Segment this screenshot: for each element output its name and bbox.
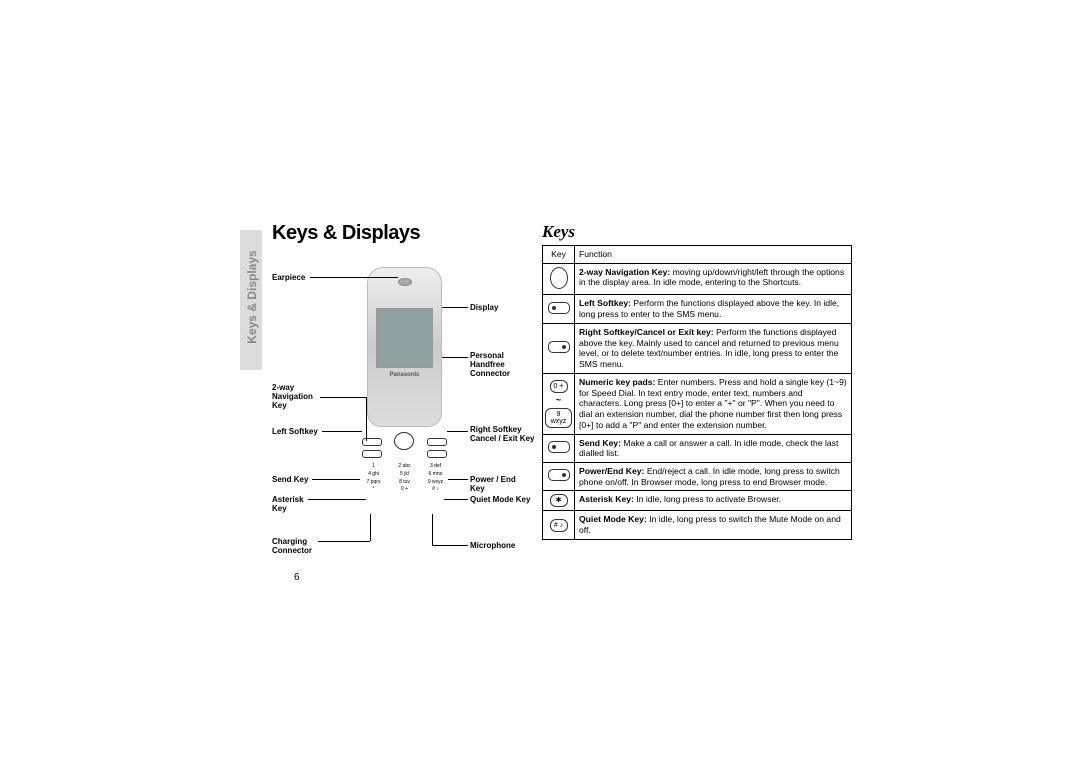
header-function: Function <box>575 246 852 264</box>
left-softkey-icon <box>548 302 570 314</box>
label-lsk: Left Softkey <box>272 427 318 436</box>
label-earpiece: Earpiece <box>272 273 305 282</box>
row-lsk-bold: Left Softkey: <box>579 298 631 308</box>
key-0: 0 + <box>393 487 416 493</box>
label-phf: Personal Handfree Connector <box>470 351 540 379</box>
send-outline <box>362 450 382 458</box>
key-8: 8 tuv <box>393 480 416 486</box>
nav-key-icon <box>550 267 568 289</box>
row-lsk: Left Softkey: Perform the functions disp… <box>543 295 852 323</box>
earpiece-hole <box>398 278 412 286</box>
lead-ast <box>308 499 366 500</box>
label-nav: 2-way Navigation Key <box>272 383 324 411</box>
phone-screen <box>376 308 433 368</box>
side-tab: Keys & Displays <box>240 230 262 370</box>
lead-rsk <box>447 431 468 432</box>
row-num-bold: Numeric key pads: <box>579 377 655 387</box>
num-key-icons: 0 + ~ 9 wxyz <box>545 380 572 428</box>
phone-brand: Panasonic <box>368 372 441 379</box>
power-key-icon <box>548 469 570 481</box>
softkey-left-outline <box>362 438 382 446</box>
label-send: Send Key <box>272 475 308 484</box>
keys-title: Keys <box>542 222 852 242</box>
row-rsk-bold: Right Softkey/Cancel or Exit key: <box>579 327 714 337</box>
lead-quiet <box>444 499 468 500</box>
label-ast: Asterisk Key <box>272 495 312 513</box>
lead-mic-v <box>432 514 433 545</box>
keypad-grid: 1 2 abc 3 def 4 ghi 5 jkl 6 mno 7 pqrs 8… <box>362 464 447 493</box>
lead-mic <box>432 545 468 546</box>
key-1: 1 <box>362 464 385 470</box>
key-2: 2 abc <box>393 464 416 470</box>
row-nav-bold: 2-way Navigation Key: <box>579 267 670 277</box>
keypad-outline: 1 2 abc 3 def 4 ghi 5 jkl 6 mno 7 pqrs 8… <box>362 434 447 493</box>
page-number: 6 <box>294 572 300 583</box>
row-rsk: Right Softkey/Cancel or Exit key: Perfor… <box>543 323 852 373</box>
lead-charge <box>318 541 370 542</box>
key-3: 3 def <box>424 464 447 470</box>
page-title: Keys & Displays <box>272 222 532 245</box>
lead-power <box>448 479 468 480</box>
label-charge: Charging Connector <box>272 537 322 555</box>
side-tab-label: Keys & Displays <box>245 227 259 367</box>
row-nav: 2-way Navigation Key: moving up/down/rig… <box>543 263 852 295</box>
label-mic: Microphone <box>470 541 515 550</box>
label-rsk: Right Softkey Cancel / Exit Key <box>470 425 540 443</box>
label-power: Power / End Key <box>470 475 532 493</box>
row-quiet: # ♪ Quiet Mode Key: In idle, long press … <box>543 511 852 539</box>
keys-table: Key Function 2-way Navigation Key: movin… <box>542 245 852 540</box>
label-display: Display <box>470 303 498 312</box>
phone-diagram: Panasonic Earpiece 2-way Navigation Key … <box>272 249 532 579</box>
row-power: Power/End Key: End/reject a call. In idl… <box>543 463 852 491</box>
quiet-key-icon: # ♪ <box>550 519 568 532</box>
lead-charge-v <box>370 514 371 541</box>
lead-phf <box>442 357 468 358</box>
key-6: 6 mno <box>424 472 447 478</box>
row-ast-text: In idle, long press to activate Browser. <box>634 494 781 504</box>
header-key: Key <box>543 246 575 264</box>
row-power-bold: Power/End Key: <box>579 466 644 476</box>
key-9: 9 wxyz <box>424 480 447 486</box>
num-icon-9: 9 wxyz <box>545 408 572 428</box>
lead-lsk <box>322 431 362 432</box>
key-4: 4 ghi <box>362 472 385 478</box>
row-send-bold: Send Key: <box>579 438 621 448</box>
diagram-column: Keys & Displays Panasonic Earpiece 2-way… <box>272 222 532 579</box>
label-quiet: Quiet Mode Key <box>470 495 530 504</box>
send-key-icon <box>548 441 570 453</box>
asterisk-key-icon: ✱ <box>550 494 568 507</box>
lead-earpiece <box>310 277 398 278</box>
row-ast: ✱ Asterisk Key: In idle, long press to a… <box>543 491 852 511</box>
softkey-right-outline <box>427 438 447 446</box>
row-ast-bold: Asterisk Key: <box>579 494 634 504</box>
phone-body: Panasonic <box>367 267 442 427</box>
lead-send <box>312 479 360 480</box>
row-quiet-bold: Quiet Mode Key: <box>579 514 647 524</box>
right-softkey-icon <box>548 341 570 353</box>
nav-outline <box>394 432 414 450</box>
lead-nav <box>320 397 366 398</box>
key-hash: # ♪ <box>424 487 447 493</box>
row-send: Send Key: Make a call or answer a call. … <box>543 434 852 462</box>
lead-display <box>442 307 468 308</box>
keys-header-row: Key Function <box>543 246 852 264</box>
num-icon-tilde: ~ <box>556 395 561 406</box>
row-num: 0 + ~ 9 wxyz Numeric key pads: Enter num… <box>543 373 852 434</box>
power-outline <box>427 450 447 458</box>
key-star: * <box>362 487 385 493</box>
key-5: 5 jkl <box>393 472 416 478</box>
key-7: 7 pqrs <box>362 480 385 486</box>
num-icon-0: 0 + <box>550 380 568 393</box>
keys-column: Keys Key Function 2-way Navigation Key: … <box>542 222 852 540</box>
